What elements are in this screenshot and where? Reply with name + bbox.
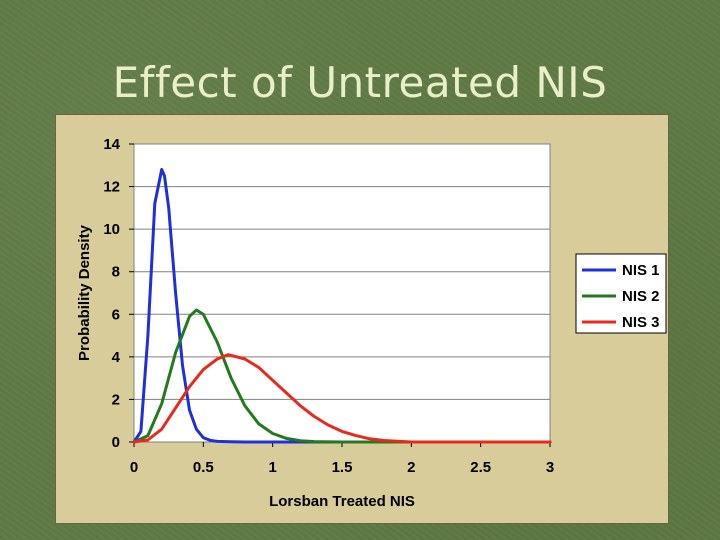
legend-box bbox=[575, 253, 667, 334]
legend: NIS 1 NIS 2 NIS 3 bbox=[575, 253, 667, 334]
x-tick-label: 2 bbox=[407, 459, 415, 476]
y-tick-label: 0 bbox=[112, 434, 120, 451]
series-layer bbox=[132, 168, 552, 444]
y-axis-title: Probability Density bbox=[76, 224, 93, 361]
y-tick-label: 2 bbox=[112, 391, 120, 408]
chart-frame: 0 0.5 1 1.5 2 2.5 3 0 2 4 6 8 10 12 14 Lorsban Treate… bbox=[55, 114, 669, 524]
series-line-nis-1 bbox=[132, 168, 552, 444]
y-tick-label: 4 bbox=[112, 349, 121, 366]
series-line-nis-3 bbox=[132, 353, 552, 444]
legend-label-nis-2: NIS 2 bbox=[622, 288, 660, 305]
x-axis-title: Lorsban Treated NIS bbox=[269, 493, 415, 510]
chart-svg: 0 0.5 1 1.5 2 2.5 3 0 2 4 6 8 10 12 14 Lorsban Treate… bbox=[76, 136, 667, 510]
x-tick-label: 0.5 bbox=[193, 459, 214, 476]
slide-title: Effect of Untreated NIS bbox=[112, 58, 608, 107]
x-tick-labels: 0 0.5 1 1.5 2 2.5 3 bbox=[130, 459, 554, 476]
x-tick-label: 1 bbox=[268, 459, 276, 476]
x-tick-label: 1.5 bbox=[332, 459, 353, 476]
series-line-nis-2 bbox=[132, 308, 552, 444]
legend-label-nis-3: NIS 3 bbox=[622, 314, 660, 331]
plot-area bbox=[133, 143, 551, 443]
y-tick-label: 6 bbox=[112, 306, 120, 323]
y-tick-label: 12 bbox=[103, 179, 120, 196]
x-tick-label: 3 bbox=[546, 459, 554, 476]
y-tick-label: 14 bbox=[103, 136, 120, 153]
y-tick-labels: 0 2 4 6 8 10 12 14 bbox=[103, 136, 120, 451]
legend-label-nis-1: NIS 1 bbox=[622, 262, 660, 279]
x-tick-label: 0 bbox=[130, 459, 138, 476]
x-tick-label: 2.5 bbox=[470, 459, 491, 476]
y-tick-label: 8 bbox=[112, 264, 120, 281]
y-tick-label: 10 bbox=[103, 221, 120, 238]
